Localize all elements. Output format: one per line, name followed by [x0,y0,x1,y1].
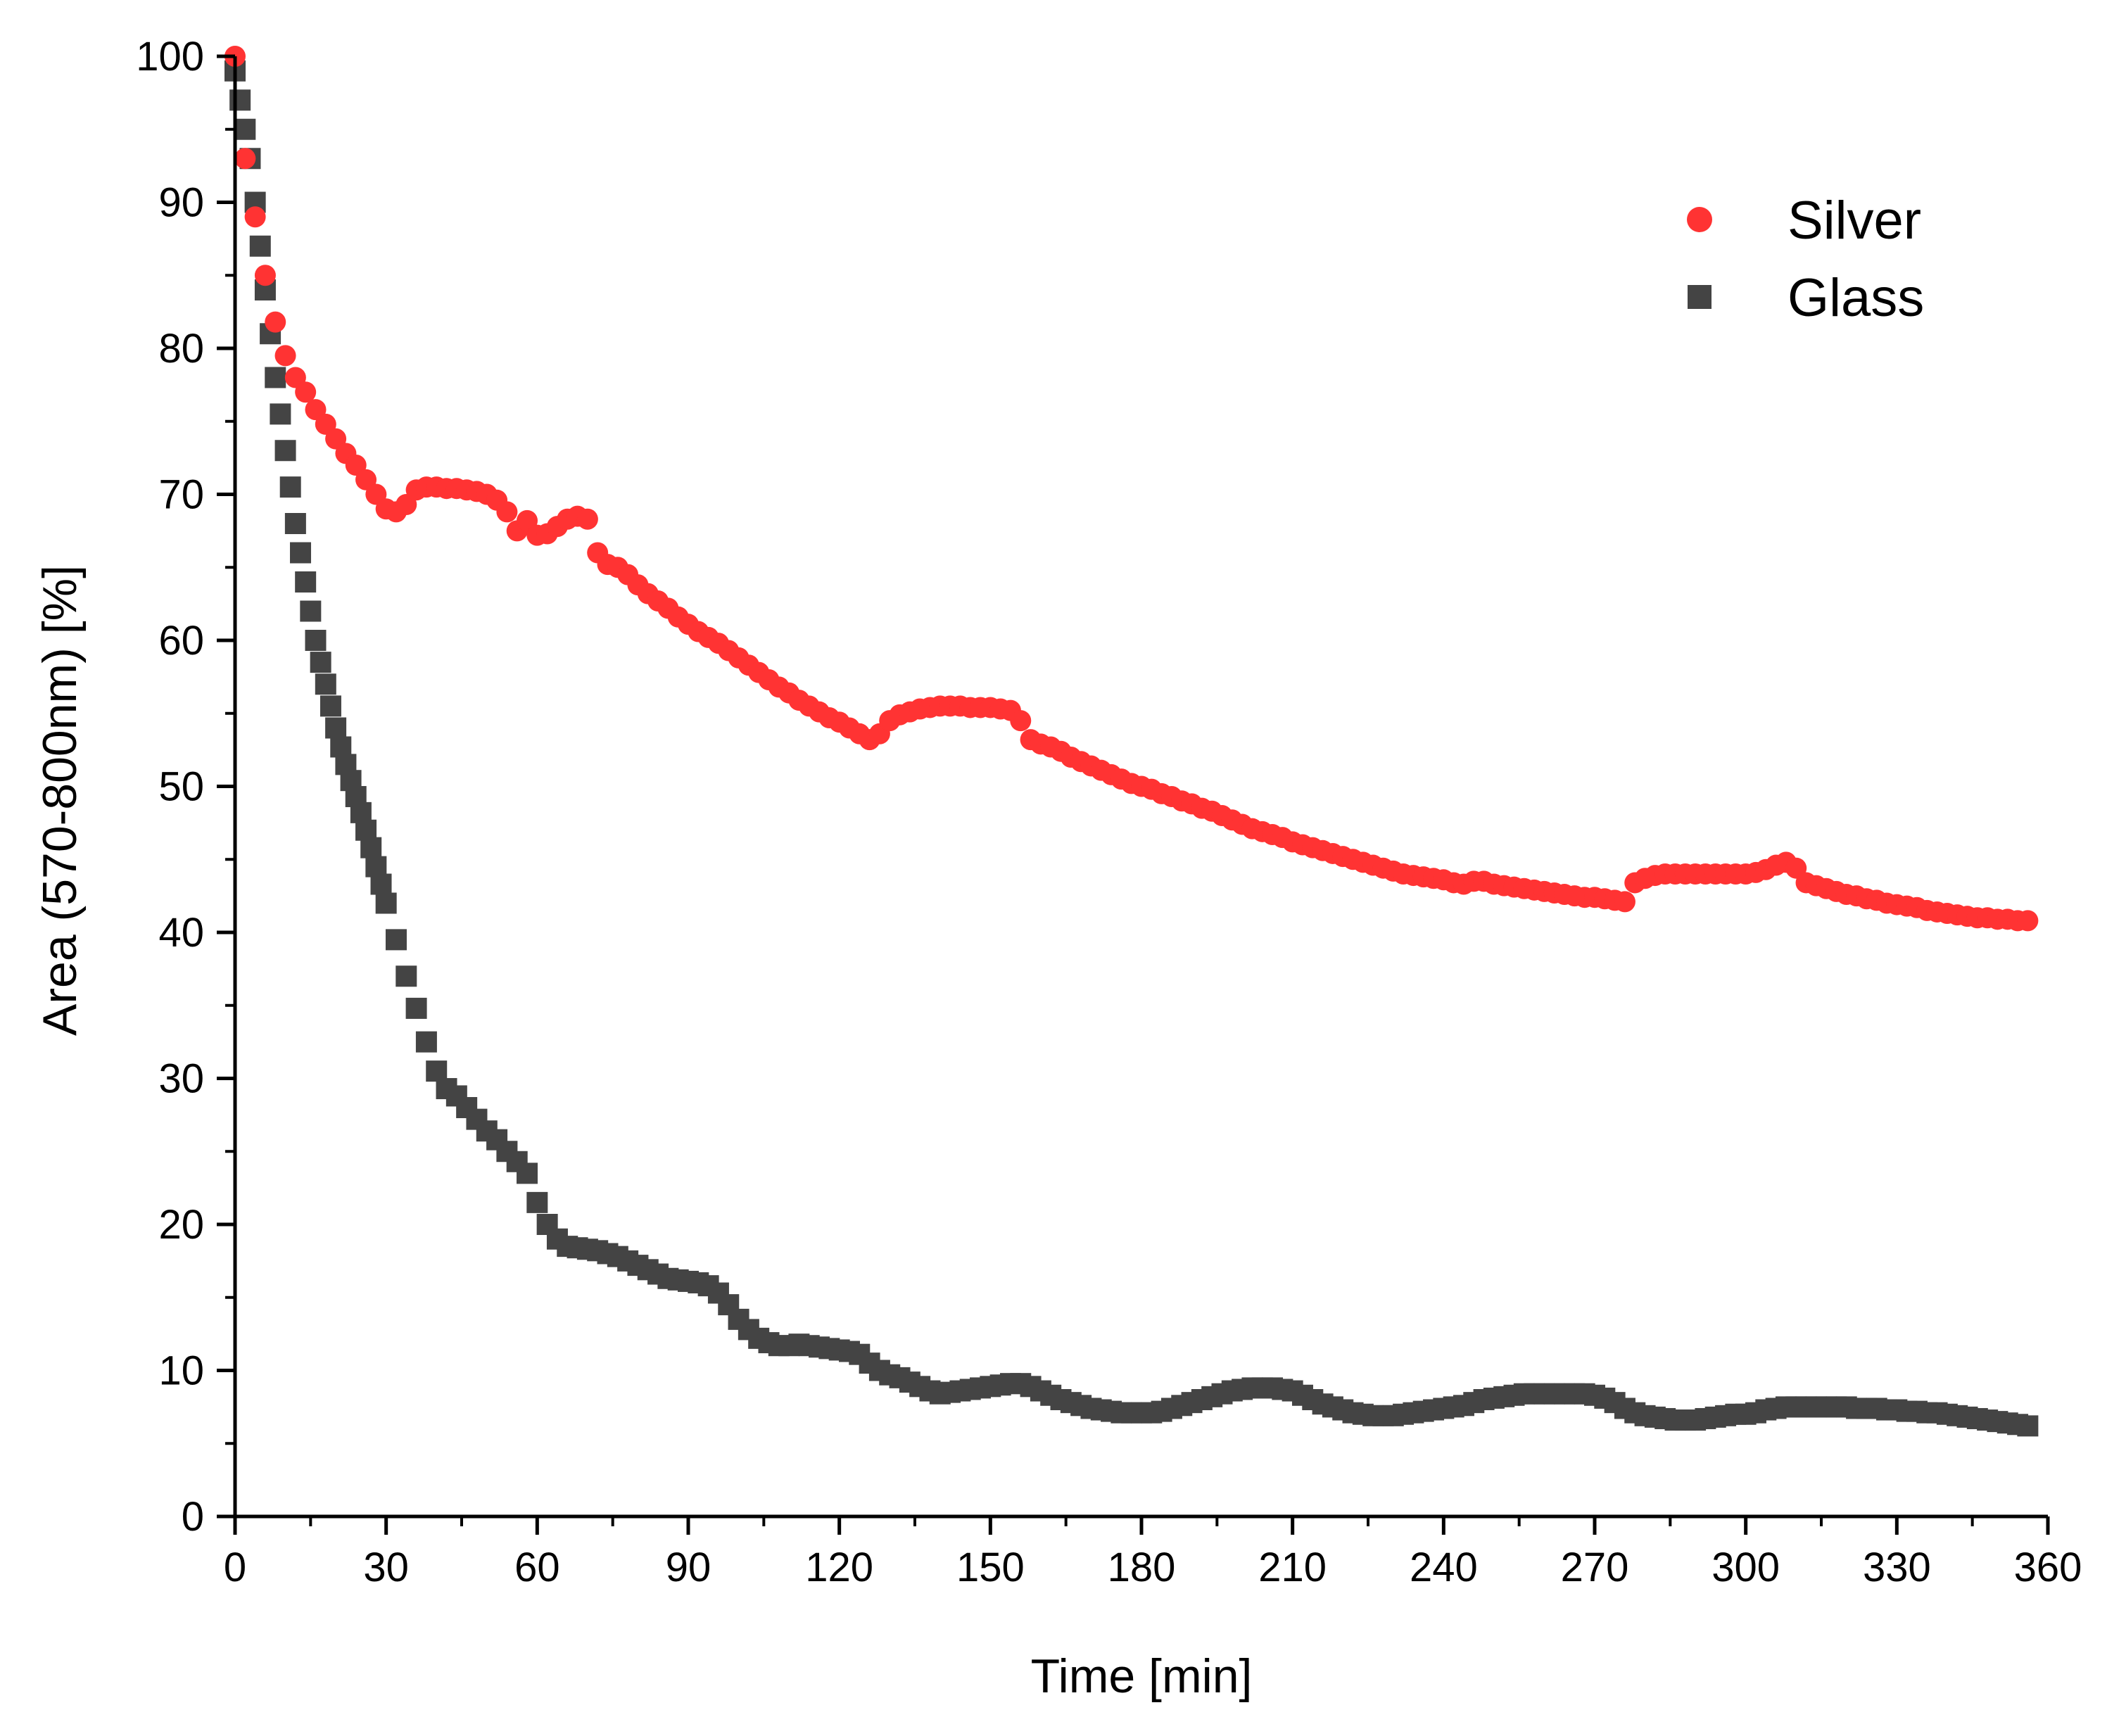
glass-data-point [517,1162,538,1184]
x-tick-label: 0 [224,1545,246,1590]
y-tick-label: 10 [158,1348,204,1394]
glass-data-point [405,997,427,1019]
silver-data-point [254,265,276,286]
x-tick-label: 30 [363,1545,409,1590]
x-ticks: 0 30 60 90 120 150 180 210 240 270 300 330 360 [224,1516,2082,1590]
glass-data-point [325,717,347,739]
x-tick-label: 330 [1863,1545,1931,1590]
y-tick-label: 60 [158,618,204,664]
y-tick-label: 90 [158,180,204,226]
glass-data-point [385,929,407,951]
glass-data-point [270,403,291,425]
x-tick-label: 210 [1258,1545,1327,1590]
legend-silver-label: Silver [1788,191,1921,251]
x-tick-label: 300 [1711,1545,1780,1590]
glass-data-point [2017,1415,2039,1437]
y-axis-title: Area (570-800nm) [%] [33,565,87,1036]
legend-silver-marker [1687,207,1712,232]
series-silver [224,46,2039,932]
x-tick-label: 240 [1410,1545,1478,1590]
glass-data-point [360,837,382,859]
glass-data-point [526,1191,548,1213]
silver-data-point [496,501,518,523]
glass-data-point [274,440,296,462]
glass-data-point [415,1031,437,1053]
glass-data-point [290,542,312,564]
silver-data-point [1010,710,1032,732]
silver-data-point [265,311,286,333]
legend-glass-label: Glass [1788,268,1924,328]
y-tick-label: 50 [158,764,204,810]
x-tick-label: 60 [514,1545,560,1590]
glass-data-point [375,892,397,914]
glass-data-point [279,476,301,498]
silver-data-point [1614,891,1635,913]
y-tick-label: 0 [182,1494,204,1540]
silver-data-point [234,148,256,170]
y-tick-label: 70 [158,472,204,518]
series-layer [224,46,2039,1437]
glass-data-point [295,571,317,593]
glass-data-point [310,652,331,673]
x-tick-label: 150 [956,1545,1025,1590]
x-tick-label: 270 [1561,1545,1629,1590]
glass-data-point [249,235,271,257]
glass-data-point [265,367,286,388]
y-tick-label: 30 [158,1056,204,1102]
y-tick-label: 80 [158,326,204,372]
series-glass [224,60,2039,1437]
silver-data-point [576,508,598,530]
x-tick-label: 360 [2014,1545,2082,1590]
x-tick-label: 120 [805,1545,873,1590]
y-tick-label: 20 [158,1202,204,1248]
silver-data-point [244,206,266,228]
silver-data-point [295,381,317,403]
glass-data-point [370,873,392,895]
x-tick-label: 180 [1108,1545,1176,1590]
y-ticks: 0 10 20 30 40 50 60 70 80 90 100 [136,34,235,1540]
glass-data-point [319,695,341,717]
silver-data-point [274,345,296,367]
y-tick-label: 100 [136,34,204,80]
glass-data-point [284,513,306,534]
glass-data-point [234,118,256,140]
glass-data-point [300,600,322,622]
silver-data-point [2017,910,2039,932]
x-tick-label: 90 [666,1545,711,1590]
glass-data-point [229,89,251,111]
glass-data-point [305,630,327,651]
glass-data-point [315,673,336,695]
legend: Silver Glass [1687,191,1924,328]
x-axis-title: Time [min] [1031,1649,1253,1703]
y-tick-label: 40 [158,910,204,956]
glass-data-point [396,965,417,987]
legend-glass-marker [1688,285,1711,309]
